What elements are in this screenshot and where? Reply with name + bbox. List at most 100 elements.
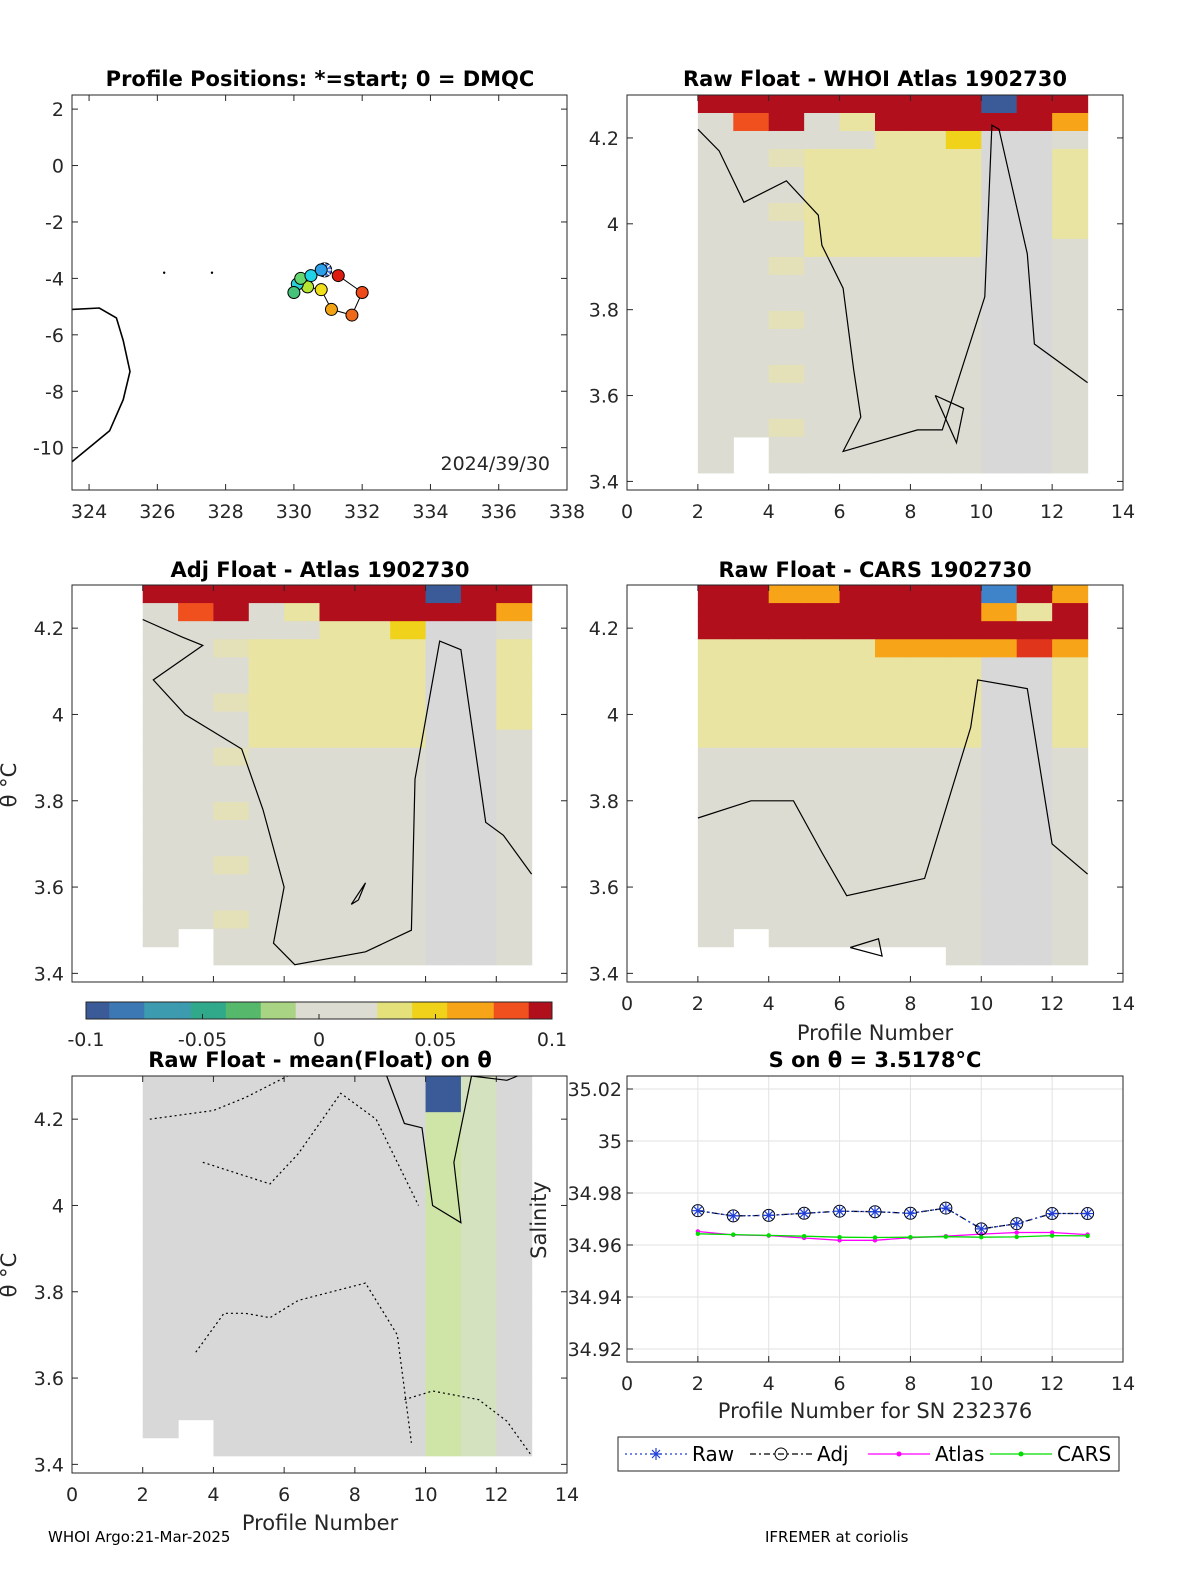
heat-cell	[1016, 783, 1053, 803]
heat-cell	[945, 112, 982, 132]
heat-cell	[1052, 711, 1089, 731]
heat-cell	[460, 946, 497, 966]
heat-cell	[284, 1238, 321, 1258]
heat-cell	[425, 801, 462, 821]
heat-cell	[839, 328, 876, 348]
heat-cell	[496, 1166, 533, 1186]
heat-cell	[1052, 274, 1089, 294]
heat-cell	[804, 892, 841, 912]
heat-cell	[875, 382, 912, 402]
heat-cell	[213, 783, 250, 803]
heat-cell	[910, 928, 947, 948]
heat-cell	[319, 1401, 356, 1421]
heat-cell	[425, 1437, 462, 1457]
heat-cell	[733, 639, 770, 658]
heat-cell	[839, 693, 876, 713]
heat-cell	[460, 1437, 497, 1457]
heat-cell	[768, 657, 805, 677]
heat-cell	[284, 1274, 321, 1294]
heat-cell	[804, 364, 841, 384]
map-panel: 324 326 328 330 332 334 336 338 2 0 -2 -4 -6 -8 -10	[33, 94, 585, 523]
colorbar-segment	[505, 1002, 518, 1019]
heat-cell	[496, 1292, 533, 1312]
heat-cell	[425, 1256, 462, 1276]
colorbar-segment	[458, 1002, 471, 1019]
colorbar-segment	[319, 1002, 332, 1019]
heat-cell	[390, 765, 427, 785]
heat-cell	[733, 418, 770, 438]
heat-cell	[768, 603, 805, 622]
heat-cell	[248, 657, 285, 677]
colorbar-segment	[295, 1002, 308, 1019]
heat-cell	[248, 874, 285, 894]
y-tick-label: 4	[607, 704, 619, 726]
salinity-ylabel: Salinity	[527, 1181, 551, 1259]
heat-cell	[142, 838, 179, 857]
heat-cell	[839, 454, 876, 474]
series-line-adj	[697, 1207, 1088, 1230]
heat-cell	[697, 418, 734, 438]
heat-cell	[178, 1311, 215, 1330]
legend-marker	[774, 1447, 788, 1461]
heat-cell	[142, 892, 179, 912]
colorbar-segment	[517, 1002, 530, 1019]
heat-cell	[875, 220, 912, 240]
heat-cell	[319, 1329, 356, 1348]
heat-cell	[804, 874, 841, 894]
heat-cell	[248, 729, 285, 749]
cars-point	[872, 1235, 878, 1240]
heat-cell	[425, 639, 462, 658]
heat-cell	[460, 1166, 497, 1186]
x-tick-label: 2	[692, 993, 704, 1015]
heat-cell	[142, 729, 179, 749]
x-tick-label: 14	[555, 1484, 579, 1506]
heat-cell	[178, 603, 215, 622]
heat-cell	[804, 693, 841, 713]
heat-cell	[213, 1419, 250, 1439]
heat-cell	[697, 382, 734, 402]
colorbar-segment	[423, 1002, 436, 1019]
heat-cell	[460, 1094, 497, 1113]
heat-cell	[768, 892, 805, 912]
colorbar-segment	[388, 1002, 402, 1019]
raw-point	[1081, 1207, 1094, 1220]
heat-cell	[1052, 783, 1089, 803]
heat-cell	[875, 910, 912, 930]
heat-cell	[733, 310, 770, 330]
y-tick-label: 3.6	[34, 877, 64, 899]
legend-marker	[896, 1451, 902, 1457]
contour-line	[195, 1282, 412, 1443]
contour-line	[386, 1075, 473, 1224]
heat-cell	[875, 838, 912, 857]
heat-cell	[284, 747, 321, 767]
heat-cell	[733, 585, 770, 604]
contour-line	[934, 394, 965, 445]
heat-cell	[945, 292, 982, 312]
heat-cell	[910, 838, 947, 857]
heat-cell	[804, 310, 841, 330]
heat-cell	[875, 454, 912, 474]
raw-point	[975, 1222, 988, 1235]
heat-cell	[213, 1256, 250, 1276]
heat-cell	[945, 675, 982, 695]
y-tick-label: 4	[52, 1195, 64, 1217]
heat-cell	[178, 765, 215, 785]
heat-cell	[390, 1311, 427, 1330]
heat-cell	[804, 382, 841, 402]
heat-cell	[460, 747, 497, 767]
heat-cell	[733, 328, 770, 348]
heat-cell	[910, 729, 947, 749]
heat-cell	[733, 382, 770, 402]
contour-line	[350, 882, 367, 905]
cars-point	[979, 1235, 984, 1240]
heat-cell	[697, 95, 734, 114]
heat-cell	[213, 856, 250, 875]
heat-cell	[981, 130, 1018, 150]
heat-cell	[284, 820, 321, 839]
heat-cell	[1016, 928, 1053, 948]
heat-cell	[213, 910, 250, 930]
heat-cell	[460, 1329, 497, 1348]
heat-cell	[248, 928, 285, 948]
heat-cell	[213, 892, 250, 912]
heat-cell	[839, 346, 876, 366]
